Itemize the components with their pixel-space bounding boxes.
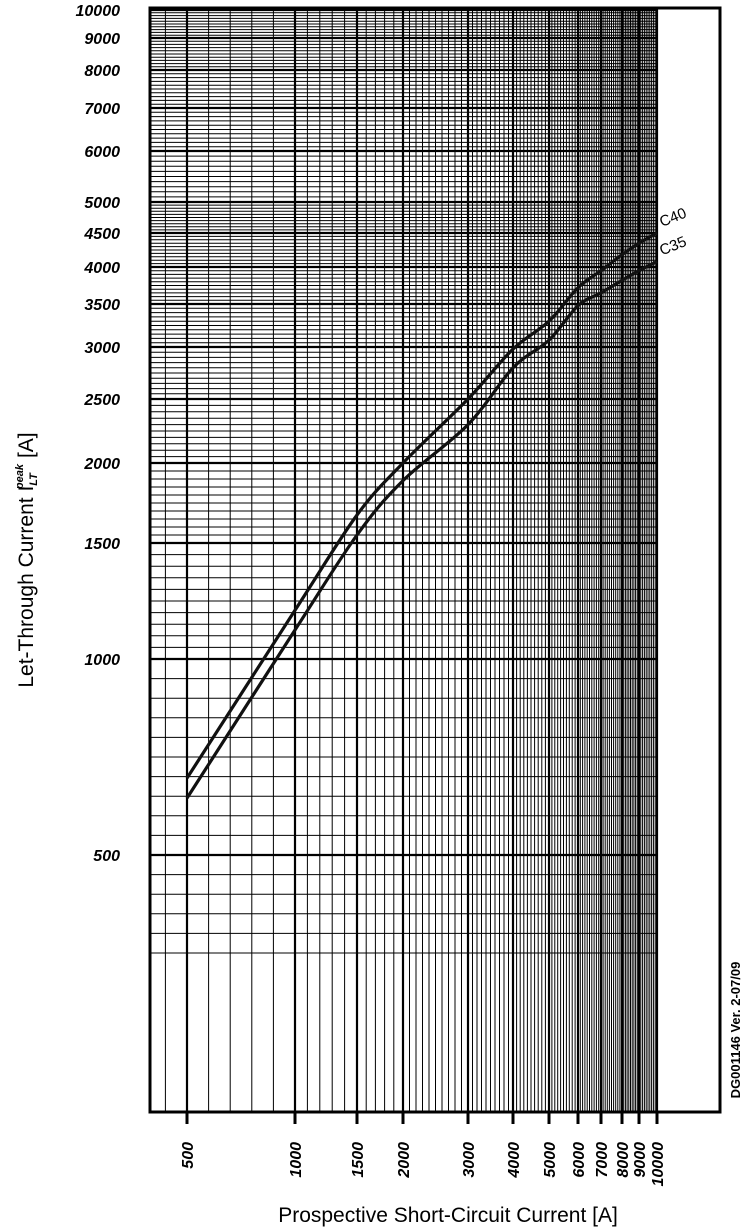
x-axis-ticks: 500 1000 1500 2000 3000 4000 5000 6000 7000 8000 9…: [180, 1112, 667, 1187]
y-tick-label: 6000: [84, 144, 120, 161]
x-tick-label: 3000: [461, 1142, 478, 1178]
x-tick-label: 1500: [350, 1142, 367, 1178]
x-tick-label: 6000: [571, 1142, 588, 1178]
svg-text:Let-Through Current ILTpeak[A]: Let-Through Current ILTpeak [A]: [14, 432, 40, 687]
y-tick-label: 4500: [83, 226, 120, 243]
x-tick-label: 10000: [650, 1142, 667, 1187]
curve-c35: [185, 260, 658, 800]
y-axis-title-unit: [A]: [15, 432, 38, 458]
x-tick-label: 500: [180, 1142, 197, 1169]
y-tick-label: 2000: [83, 456, 120, 473]
y-tick-label: 1000: [84, 652, 120, 669]
y-axis-title: Let-Through Current ILTpeak [A]: [14, 432, 40, 687]
y-tick-label: 2500: [83, 392, 120, 409]
series-label-c35: C35: [657, 233, 689, 259]
x-tick-label: 8000: [615, 1142, 632, 1178]
grid: [150, 8, 659, 1112]
chart-frame: [148, 6, 722, 1114]
x-axis-title: Prospective Short-Circuit Current [A]: [278, 1204, 618, 1227]
y-tick-label: 10000: [76, 3, 121, 20]
y-tick-label: 1500: [84, 536, 120, 553]
x-tick-label: 5000: [542, 1142, 559, 1178]
y-tick-label: 500: [93, 848, 120, 865]
y-tick-label: 3000: [84, 340, 120, 357]
y-tick-label: 3500: [84, 297, 120, 314]
curves: [185, 231, 658, 800]
y-axis-title-sup: peak: [14, 463, 26, 490]
y-tick-label: 8000: [84, 63, 120, 80]
y-axis-title-sub: LT: [28, 472, 40, 486]
x-tick-label: 2000: [396, 1142, 413, 1179]
y-axis-title-main: Let-Through Current I: [15, 486, 38, 688]
x-tick-label: 9000: [632, 1142, 649, 1178]
x-tick-label: 1000: [288, 1142, 305, 1178]
y-tick-label: 4000: [83, 260, 120, 277]
curve-c40: [185, 231, 658, 780]
x-tick-label: 7000: [594, 1142, 611, 1178]
series-label-c40: C40: [657, 205, 689, 231]
y-tick-label: 9000: [84, 31, 120, 48]
y-tick-label: 5000: [84, 195, 120, 212]
x-tick-label: 4000: [506, 1142, 523, 1179]
document-code: DG001146 Ver. 2-07/09: [728, 962, 742, 1099]
y-axis-ticks: 500 1000 1500 2000 2500 3000 3500 4000 4500 5000 6…: [76, 3, 121, 865]
y-tick-label: 7000: [84, 101, 120, 118]
